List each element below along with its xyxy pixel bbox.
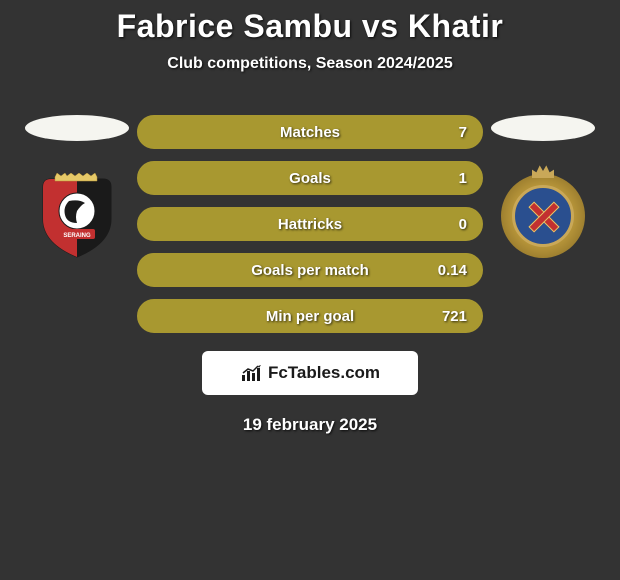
brand-box[interactable]: FcTables.com	[202, 351, 418, 395]
stat-value: 7	[459, 124, 467, 141]
stat-bar-goals-per-match: Goals per match 0.14	[137, 253, 483, 287]
stats-column: Matches 7 Goals 1 Hattricks 0 Goals per …	[137, 115, 483, 333]
right-team-badge	[494, 171, 592, 261]
left-player-placeholder	[25, 115, 129, 141]
right-player-placeholder	[491, 115, 595, 141]
stat-label: Min per goal	[266, 308, 354, 325]
stat-label: Goals per match	[251, 262, 369, 279]
badge-ring-icon	[501, 174, 585, 258]
stat-bar-matches: Matches 7	[137, 115, 483, 149]
crown-icon	[532, 164, 554, 178]
left-team-badge: SERAING	[28, 171, 126, 261]
comparison-card: Fabrice Sambu vs Khatir Club competition…	[0, 0, 620, 435]
stat-label: Goals	[289, 170, 331, 187]
right-player-column	[483, 115, 603, 261]
page-title: Fabrice Sambu vs Khatir	[0, 8, 620, 45]
cross-icon	[526, 199, 560, 233]
badge-inner-icon	[512, 185, 574, 247]
svg-text:SERAING: SERAING	[63, 233, 91, 239]
stat-value: 0	[459, 216, 467, 233]
shield-icon: SERAING	[35, 173, 119, 259]
stat-value: 0.14	[438, 262, 467, 279]
brand-label: FcTables.com	[268, 363, 380, 383]
stat-label: Hattricks	[278, 216, 342, 233]
stat-label: Matches	[280, 124, 340, 141]
date-text: 19 february 2025	[0, 415, 620, 435]
stat-bar-hattricks: Hattricks 0	[137, 207, 483, 241]
chart-icon	[240, 364, 262, 382]
stat-value: 1	[459, 170, 467, 187]
stat-bar-min-per-goal: Min per goal 721	[137, 299, 483, 333]
stat-value: 721	[442, 308, 467, 325]
stat-bar-goals: Goals 1	[137, 161, 483, 195]
content-row: SERAING Matches 7 Goals 1 Hattricks 0	[0, 115, 620, 333]
subtitle: Club competitions, Season 2024/2025	[0, 55, 620, 73]
left-player-column: SERAING	[17, 115, 137, 261]
